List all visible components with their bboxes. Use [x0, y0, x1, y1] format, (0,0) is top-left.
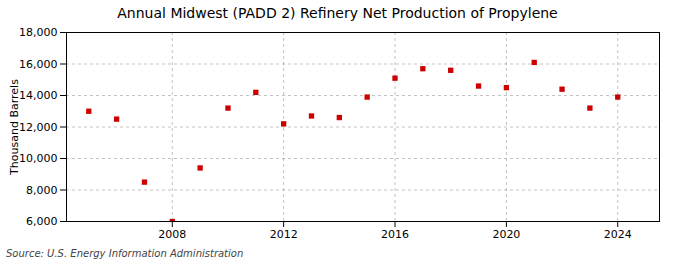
svg-text:2008: 2008: [158, 228, 186, 241]
svg-text:10,000: 10,000: [19, 152, 58, 165]
svg-text:Thousand Barrels: Thousand Barrels: [8, 79, 21, 176]
svg-text:16,000: 16,000: [19, 58, 58, 71]
svg-text:18,000: 18,000: [19, 26, 58, 39]
svg-text:2020: 2020: [492, 228, 520, 241]
svg-text:6,000: 6,000: [26, 215, 58, 228]
svg-text:14,000: 14,000: [19, 89, 58, 102]
svg-text:2016: 2016: [381, 228, 409, 241]
svg-text:8,000: 8,000: [26, 184, 58, 197]
svg-text:12,000: 12,000: [19, 121, 58, 134]
svg-text:2012: 2012: [270, 228, 298, 241]
html-text:Source: U.S. Energy Informatio: Source: U.S. Energy Information Administ…: [6, 248, 244, 259]
svg-text:2024: 2024: [604, 228, 632, 241]
html-text:Annual Midwest (PADD 2) Refine: Annual Midwest (PADD 2) Refinery Net Pro…: [117, 5, 558, 21]
